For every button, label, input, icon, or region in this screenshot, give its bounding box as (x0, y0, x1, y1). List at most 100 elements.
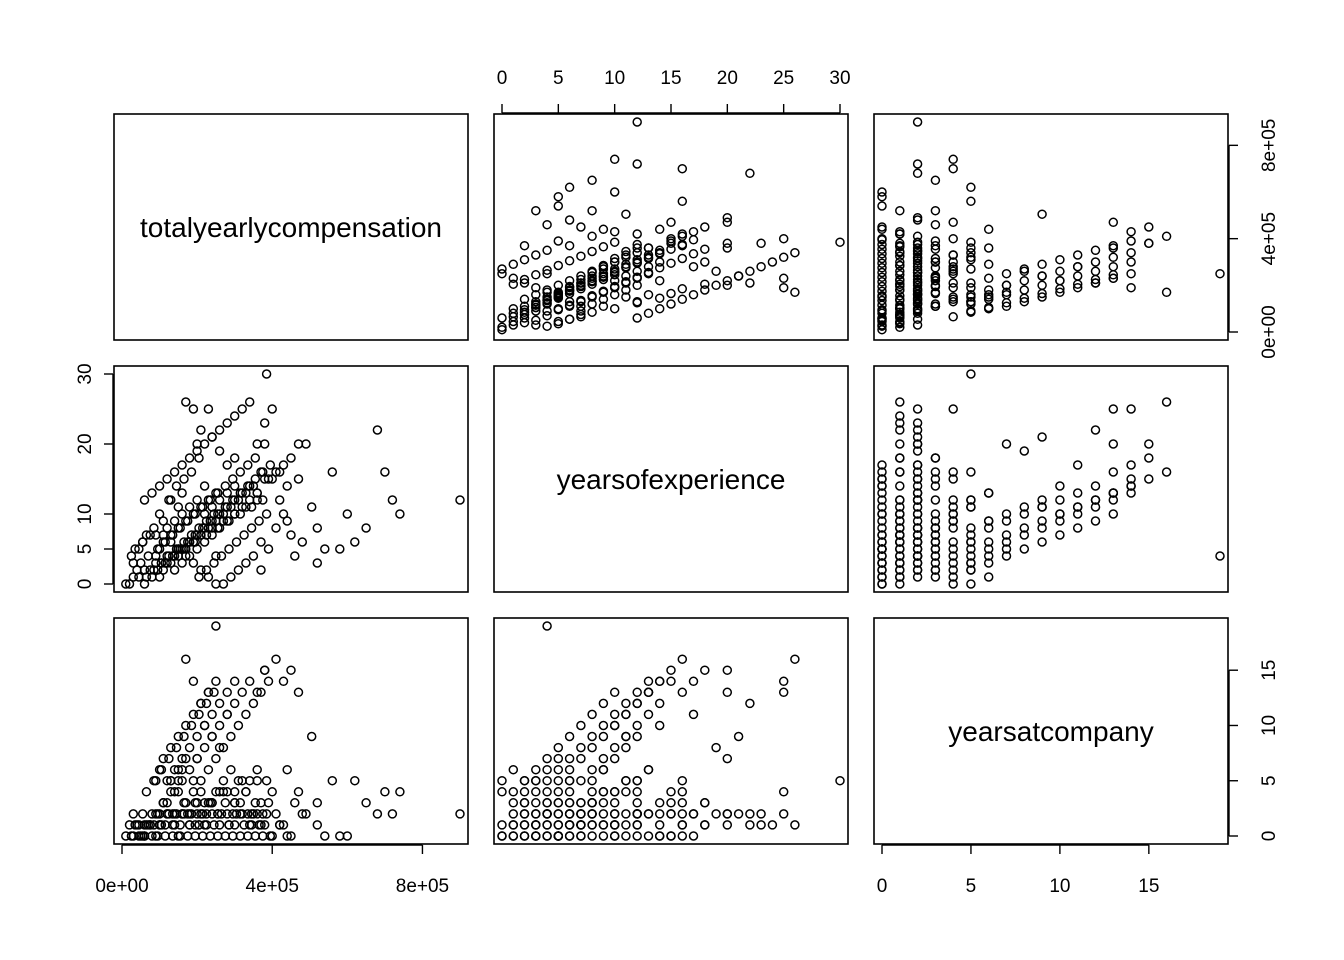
data-point (282, 481, 292, 491)
data-point (137, 809, 148, 819)
data-point (895, 509, 905, 519)
data-point (966, 467, 976, 477)
data-point (553, 787, 564, 797)
data-point (222, 516, 232, 526)
data-point (553, 809, 564, 819)
data-point (966, 369, 976, 379)
data-point (632, 687, 642, 698)
data-point (621, 820, 631, 830)
data-point (1215, 551, 1225, 561)
data-point (778, 676, 789, 687)
data-point (983, 224, 994, 235)
data-point (643, 250, 654, 260)
data-point (948, 558, 958, 568)
data-point (166, 775, 176, 786)
data-point (666, 244, 676, 254)
data-point (912, 314, 923, 324)
data-point (930, 537, 941, 547)
data-point (508, 279, 519, 289)
data-point (301, 809, 311, 819)
data-point (372, 425, 383, 435)
data-point (231, 537, 242, 547)
tick-label: 4e+05 (1259, 212, 1280, 265)
data-point (1144, 439, 1154, 449)
data-point (542, 798, 552, 808)
data-point (598, 274, 609, 285)
data-point (126, 831, 137, 841)
data-point (320, 831, 330, 841)
data-point (1072, 509, 1083, 519)
data-point (677, 196, 688, 207)
data-point (632, 296, 642, 307)
data-point (966, 558, 976, 568)
data-point (587, 273, 597, 284)
data-point (895, 579, 905, 589)
data-point (700, 820, 710, 830)
data-point (621, 731, 631, 742)
data-point (576, 222, 586, 232)
data-point (587, 279, 597, 289)
data-point (587, 205, 597, 216)
data-point (175, 820, 185, 830)
data-point (564, 809, 575, 819)
data-point (621, 809, 631, 819)
data-point (271, 467, 281, 477)
data-point (598, 224, 609, 235)
data-point (632, 775, 642, 786)
data-point (508, 259, 519, 270)
data-point (147, 488, 157, 498)
data-point (149, 820, 159, 830)
data-point (912, 280, 923, 291)
data-point (895, 453, 905, 463)
data-point (181, 720, 191, 731)
data-point (643, 676, 654, 687)
data-point (497, 787, 507, 797)
data-point (895, 279, 905, 289)
data-point (677, 239, 688, 250)
data-point (877, 281, 887, 292)
data-point (1090, 245, 1101, 256)
data-point (966, 551, 976, 561)
data-point (1090, 481, 1101, 491)
data-point (877, 291, 887, 301)
data-point (587, 742, 597, 753)
data-point (895, 551, 905, 561)
data-point (722, 280, 733, 291)
data-point (141, 787, 152, 797)
data-point (553, 742, 564, 753)
tick-label: 20 (75, 433, 96, 454)
data-point (166, 742, 176, 753)
data-point (128, 572, 139, 582)
data-point (912, 537, 923, 547)
data-point (1055, 275, 1065, 286)
data-point (197, 809, 208, 819)
data-point (145, 820, 155, 830)
data-point (173, 544, 184, 554)
data-point (235, 467, 246, 477)
data-point (229, 453, 240, 463)
data-point (553, 798, 564, 808)
data-point (666, 665, 676, 675)
data-point (609, 264, 620, 274)
data-point (553, 201, 564, 211)
data-point (233, 775, 244, 786)
data-point (576, 306, 586, 316)
data-point (147, 831, 157, 841)
data-point (216, 551, 227, 561)
data-point (983, 516, 994, 526)
data-point (186, 530, 197, 540)
data-point (576, 296, 586, 307)
variable-label-yearsatcompany: yearsatcompany (948, 716, 1153, 747)
data-point (519, 307, 530, 317)
data-point (241, 709, 251, 720)
data-point (895, 309, 905, 320)
data-point (218, 742, 229, 753)
data-point (930, 205, 941, 216)
data-point (598, 698, 609, 709)
data-point (233, 720, 244, 731)
data-point (1090, 278, 1101, 288)
data-point (156, 764, 167, 775)
data-point (167, 551, 178, 561)
data-point (1037, 288, 1047, 299)
data-point (542, 298, 552, 308)
